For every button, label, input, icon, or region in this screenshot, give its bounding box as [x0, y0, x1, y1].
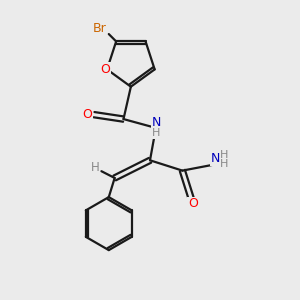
Text: N: N [152, 116, 161, 129]
Text: O: O [100, 63, 110, 76]
Text: O: O [188, 197, 198, 210]
Text: Br: Br [93, 22, 107, 35]
Text: O: O [82, 108, 92, 121]
Text: H: H [220, 159, 229, 169]
Text: H: H [91, 161, 100, 174]
Text: H: H [152, 128, 161, 138]
Text: H: H [220, 150, 229, 160]
Text: N: N [211, 152, 220, 165]
